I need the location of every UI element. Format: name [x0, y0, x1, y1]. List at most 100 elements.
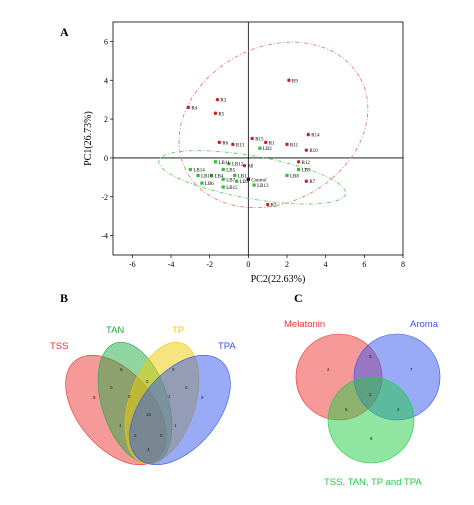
- venn-region-value: 1: [174, 423, 177, 428]
- x-tick-label: 6: [362, 260, 366, 269]
- y-axis-title: PC1(26.73%): [83, 111, 94, 166]
- data-point: [304, 148, 309, 152]
- venn-region-value: 5: [93, 395, 96, 400]
- venn-diagram-four-sets: TSS TAN TP TPA 5 6 0 9 0 0 0 0 1 4 1 16 …: [50, 325, 236, 466]
- venn-region-value: 0: [185, 385, 188, 390]
- data-point: [210, 173, 214, 177]
- venn-label-quality: TSS, TAN, TP and TPA: [324, 477, 422, 488]
- venn-region-value: 0: [160, 433, 163, 438]
- data-point: [221, 185, 225, 189]
- x-axis-title: PC2(22.63%): [251, 274, 306, 285]
- data-point-label: LB11: [218, 161, 230, 166]
- venn-label-tss: TSS: [50, 341, 68, 352]
- x-tick-label: 2: [285, 260, 289, 269]
- data-point-label: R14: [311, 134, 320, 139]
- data-point: [196, 173, 200, 177]
- venn-region-value: 2: [327, 367, 330, 372]
- venn-region-value: 1: [168, 394, 171, 399]
- data-point: [287, 78, 291, 82]
- venn-region-value: 5: [345, 407, 348, 412]
- data-point: [213, 111, 218, 115]
- data-point-label: R6: [222, 141, 228, 146]
- data-point: [235, 179, 239, 183]
- venn-label-tan: TAN: [106, 325, 124, 336]
- venn-region-value: 6: [120, 367, 123, 372]
- data-point-label: LB12: [232, 163, 244, 168]
- venn-region-value: 0: [146, 379, 149, 384]
- data-point: [186, 105, 191, 110]
- y-tick-label: -4: [101, 232, 108, 241]
- data-point-label: LB7: [226, 178, 235, 183]
- data-point: [227, 162, 231, 166]
- data-point-label: LB8: [290, 174, 299, 179]
- x-tick-label: -2: [206, 260, 213, 269]
- venn-region-value: 0: [110, 385, 113, 390]
- data-point: [258, 146, 262, 150]
- venn-diagram-three-sets: Melatonin Aroma TSS, TAN, TP and TPA 2 3…: [284, 319, 441, 488]
- data-point: [296, 160, 301, 164]
- data-point: [213, 160, 218, 164]
- venn-region-value: 8: [370, 436, 373, 441]
- data-point-label: R10: [309, 149, 318, 154]
- pca-scatter-plot: -6 -4 -2 0 2 4 6 8 -4 -2 0 2 4 6 PC2(22.63%) PC1(26.73%…: [83, 21, 405, 285]
- venn-region-value: 9: [201, 395, 204, 400]
- data-point-label: LB5: [226, 169, 235, 174]
- data-point: [200, 181, 204, 185]
- venn-region-value: 16: [146, 412, 152, 417]
- panel-letter-c: C: [294, 291, 303, 305]
- data-point-label: R9: [292, 79, 298, 84]
- data-point: [221, 167, 225, 172]
- data-point-label: R13: [236, 143, 245, 148]
- data-point-label: R4: [191, 106, 197, 111]
- data-point-label: Control: [251, 178, 267, 183]
- x-tick-label: 4: [324, 260, 328, 269]
- venn-region-value: 2: [134, 433, 137, 438]
- data-point: [306, 132, 310, 137]
- confidence-ellipse-lb: [158, 150, 347, 205]
- data-point: [285, 142, 289, 147]
- venn-region-value: 7: [410, 367, 413, 372]
- data-point: [297, 167, 301, 172]
- x-tick-label: 0: [246, 260, 250, 269]
- data-point: [221, 177, 225, 181]
- data-point-label: LB15: [226, 186, 238, 191]
- venn-region-value: 4: [147, 447, 150, 452]
- venn-label-melatonin: Melatonin: [284, 319, 325, 330]
- data-point: [242, 163, 247, 168]
- data-point-label: LB2: [263, 147, 272, 152]
- venn-set-quality: [327, 376, 415, 464]
- plot-frame: [112, 21, 404, 256]
- data-point-label: LB9: [302, 169, 311, 174]
- venn-set-tpa: [129, 354, 231, 466]
- data-point: [188, 167, 192, 172]
- data-point-label: R5: [218, 112, 224, 117]
- data-point-label: R12: [302, 161, 311, 166]
- data-point-label: LB3: [240, 180, 249, 185]
- venn-region-value: 0: [172, 367, 175, 372]
- x-tick-label: -6: [129, 260, 136, 269]
- venn-region-value: 0: [128, 394, 131, 399]
- venn-region-value: 3: [369, 354, 372, 359]
- data-point: [264, 140, 268, 145]
- venn-region-value: 2: [369, 392, 372, 397]
- x-tick-label: -4: [168, 260, 175, 269]
- venn-region-value: 4: [397, 407, 400, 412]
- data-point: [246, 177, 251, 181]
- data-point-label: LB1: [238, 174, 247, 179]
- y-tick-label: 4: [104, 76, 108, 85]
- data-point-label: LB14: [193, 169, 205, 174]
- data-point: [250, 136, 254, 141]
- data-point-label: R2: [271, 204, 277, 209]
- data-point: [233, 173, 237, 177]
- data-point: [215, 97, 220, 102]
- data-point: [265, 202, 270, 207]
- data-point-label: R3: [220, 99, 226, 104]
- confidence-ellipse-r: [178, 41, 369, 209]
- data-point-label: LB13: [257, 184, 269, 189]
- data-point: [217, 140, 222, 145]
- data-point-label: LB6: [205, 182, 214, 187]
- data-point-label: LB10: [201, 174, 213, 179]
- venn-label-tpa: TPA: [218, 341, 236, 352]
- data-point-label: R15: [255, 138, 264, 143]
- venn-region-value: 4: [119, 423, 122, 428]
